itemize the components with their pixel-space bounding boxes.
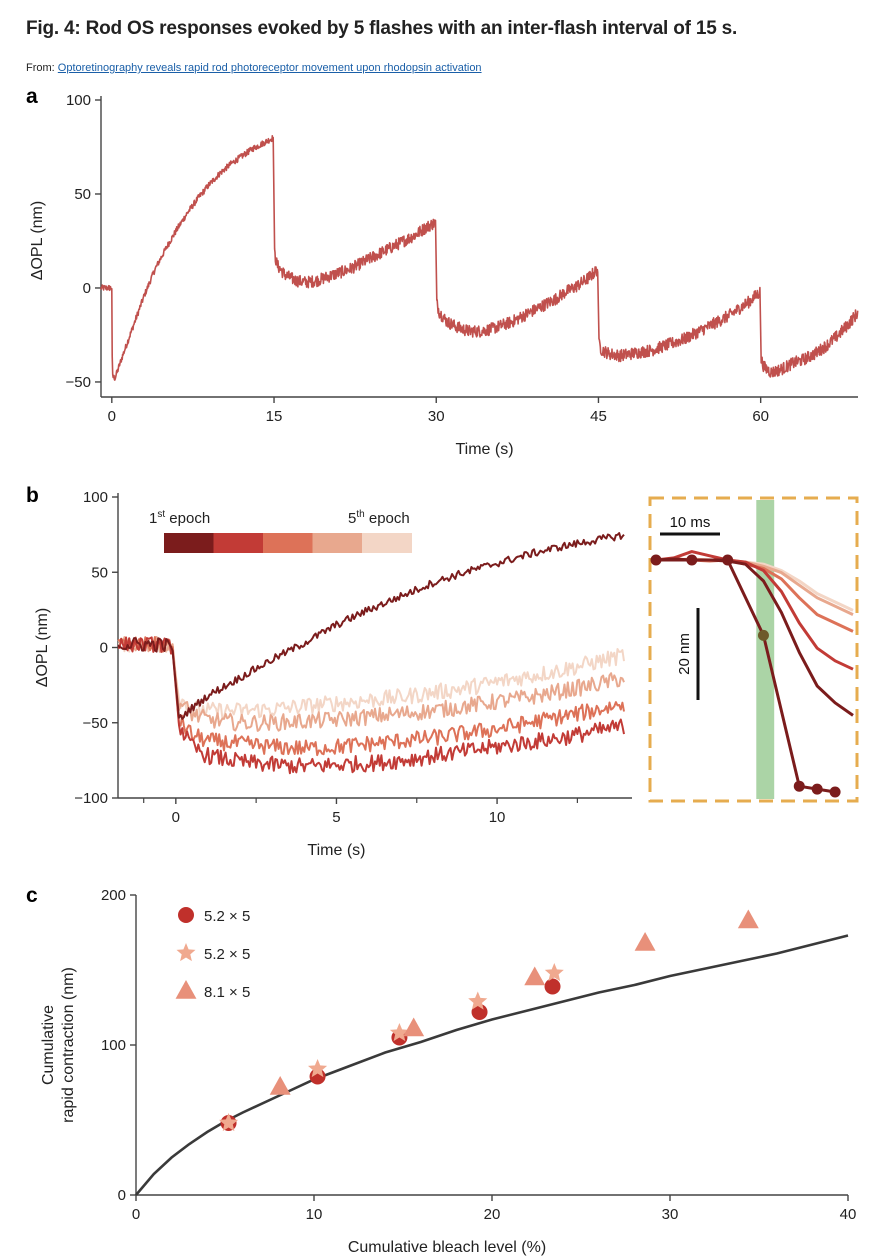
panel-b-y-tick-label--50: −50: [83, 715, 108, 732]
inset-dashed-border: [648, 496, 859, 803]
legend-end-word: epoch: [365, 510, 410, 527]
panel-c-x-tick-label-20: 20: [484, 1206, 501, 1223]
panel-b-x-tick-label-0: 0: [172, 809, 180, 826]
panel-c-y-label-line1: Cumulative: [40, 1005, 57, 1085]
panel-c-point-star: [544, 963, 564, 982]
panel-a-x-tick-label-15: 15: [266, 408, 283, 425]
panel-b-trace-epoch-4: [117, 636, 625, 732]
panel-a-y-label: ΔOPL (nm): [29, 201, 46, 280]
panel-b-x-tick-label-10: 10: [489, 809, 506, 826]
panel-c-y-label-line2: rapid contraction (nm): [60, 967, 77, 1123]
panel-a-y-tick-label-50: 50: [74, 186, 91, 203]
panel-c-point-circle: [544, 978, 561, 995]
panel-b-trace-epoch-3: [117, 636, 625, 757]
panel-b-y-tick-label-0: 0: [100, 640, 108, 657]
panel-c-fit-curve: [135, 934, 849, 1196]
panel-c-y-tick-label-200: 200: [101, 887, 126, 904]
panel-c-legend-marker-triangle: [175, 980, 197, 999]
panel-b-trace-epoch-1: [117, 532, 625, 720]
panel-c-point-star: [468, 991, 488, 1010]
panel-b-y-tick-label--100: −100: [74, 790, 108, 807]
inset-sample-marker: [757, 629, 769, 641]
inset-sample-marker: [829, 786, 841, 798]
panel-c-point-triangle: [524, 966, 546, 986]
legend-start-num: 1: [149, 510, 157, 527]
panel-c-point-circle: [471, 1004, 488, 1020]
inset-scale-x-label: 10 ms: [670, 514, 711, 531]
panel-c-x-tick-label-30: 30: [662, 1206, 679, 1223]
panel-b-inset-chart: 10 ms 20 nm: [648, 496, 859, 803]
panel-c-x-tick-label-0: 0: [132, 1206, 140, 1223]
inset-sampled-trace: [656, 558, 836, 794]
panel-c-legend-label-star: 5.2 × 5: [204, 946, 250, 963]
panel-c-point-star: [389, 1023, 409, 1042]
panel-b-x-label: Time (s): [307, 842, 365, 859]
inset-flash-band: [756, 500, 775, 799]
panel-a-label: a: [26, 85, 38, 108]
panel-b-legend-swatch-5: [362, 533, 412, 553]
inset-sample-marker: [686, 554, 698, 566]
panel-b-y-label: ΔOPL (nm): [34, 608, 51, 687]
panel-a-x-label: Time (s): [455, 441, 513, 458]
panel-c-y-tick-label-100: 100: [101, 1037, 126, 1054]
panel-a-y-tick-label--50: −50: [66, 374, 91, 391]
panel-b-legend-swatch-1: [164, 533, 214, 553]
panel-b-legend-swatch-2: [213, 533, 264, 553]
panel-c-point-triangle: [269, 1076, 291, 1095]
figure-title: Fig. 4: Rod OS responses evoked by 5 fla…: [26, 18, 738, 39]
panel-c-x-label: Cumulative bleach level (%): [348, 1239, 546, 1256]
panel-b-trace-epoch-2: [117, 636, 625, 775]
inset-sample-marker: [722, 554, 734, 566]
inset-trace-epoch-2: [655, 550, 854, 671]
panel-c-point-triangle: [403, 1017, 425, 1037]
panel-c-legend-marker-circle: [178, 907, 194, 923]
panel-c-x-tick-label-40: 40: [840, 1206, 857, 1223]
panel-c-legend-label-circle: 5.2 × 5: [204, 908, 250, 925]
panel-b-trace-epoch-5: [117, 636, 625, 720]
panel-c-point-triangle: [634, 932, 656, 951]
panel-b-y-tick-label-100: 100: [83, 489, 108, 506]
panel-b-legend-swatch-3: [263, 533, 313, 553]
panel-a-y-tick-label-100: 100: [66, 92, 91, 109]
panel-c-x-tick-label-10: 10: [306, 1206, 323, 1223]
panel-b-label: b: [26, 484, 39, 507]
inset-sample-marker: [811, 783, 823, 795]
panel-b-x-tick-label-5: 5: [332, 809, 340, 826]
panel-c-legend-label-triangle: 8.1 × 5: [204, 984, 250, 1001]
panel-b-legend-end: 5th epoch: [348, 509, 410, 527]
source-article-link[interactable]: Optoretinography reveals rapid rod photo…: [57, 62, 482, 74]
source-line: From: Optoretinography reveals rapid rod…: [26, 62, 482, 74]
legend-end-num: 5: [348, 510, 356, 527]
panel-c-legend-marker-star: [176, 943, 196, 962]
panel-b-legend-swatch-4: [312, 533, 363, 553]
legend-start-word: epoch: [165, 510, 210, 527]
panel-a-y-tick-label-0: 0: [83, 280, 91, 297]
panel-a-chart: −50 0 50 100 0 15 30 45 60 Time (s) ΔOPL (nm): [29, 92, 859, 458]
panel-c-chart: 0 100 200 0 10 20 30 40 Cumulative bleach level …: [40, 887, 856, 1256]
panel-c-point-star: [308, 1059, 328, 1078]
panel-c-point-star: [219, 1113, 239, 1132]
panel-c-point-triangle: [737, 909, 759, 929]
panel-b-legend-start: 1st epoch: [149, 509, 210, 527]
panel-b-y-tick-label-50: 50: [91, 564, 108, 581]
inset-sample-marker: [650, 554, 662, 566]
inset-sample-marker: [793, 780, 805, 792]
panel-a-x-tick-label-45: 45: [590, 408, 607, 425]
panel-c-label: c: [26, 884, 38, 907]
panel-a-x-tick-label-30: 30: [428, 408, 445, 425]
inset-scale-y-label: 20 nm: [676, 633, 693, 675]
panel-a-x-tick-label-60: 60: [752, 408, 769, 425]
panel-a-x-tick-label-0: 0: [108, 408, 116, 425]
panel-a-response-trace: [100, 135, 859, 381]
panel-c-y-tick-label-0: 0: [118, 1187, 126, 1204]
from-label: From:: [26, 62, 55, 74]
legend-end-sup: th: [356, 509, 364, 520]
legend-start-sup: st: [157, 509, 165, 520]
panel-b-chart: −100 −50 0 50 100 0 5 10 Time (s) ΔOPL (nm) 1st ep…: [34, 489, 632, 859]
